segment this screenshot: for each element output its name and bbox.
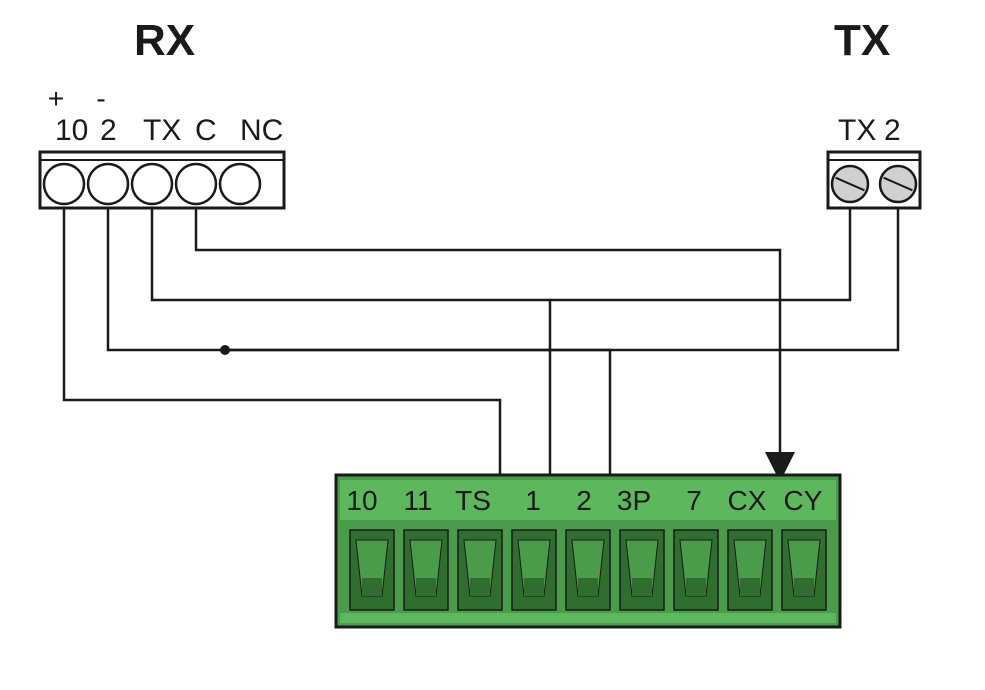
wire-RX.2-junction — [108, 208, 225, 350]
green-pin-label-7: 7 — [686, 485, 702, 516]
green-pin-label-11: 11 — [403, 485, 432, 516]
rx-title: RX — [134, 16, 195, 65]
green-pin-label-TS: TS — [455, 485, 491, 516]
wire-RX.10-GREEN.10 — [64, 208, 500, 475]
green-hole-shadow-5 — [632, 578, 652, 596]
tx-pin-label-2: 2 — [884, 114, 901, 147]
green-terminal-block: 10 11 TS 1 2 3P 7 CX CY — [336, 475, 840, 627]
rx-pin-label-2: 2 — [100, 114, 117, 147]
tx-title: TX — [834, 16, 890, 65]
wire-TX.2-junction-branch — [225, 208, 898, 350]
tx-block: TXTX2 — [828, 16, 920, 208]
green-pin-label-CX: CX — [728, 485, 767, 516]
green-bottom-lip — [340, 613, 836, 623]
wire-TX.TX-GREEN.TS-branch — [550, 208, 850, 300]
rx-pin-label-TX: TX — [143, 114, 181, 147]
green-pin-label-CY: CY — [784, 485, 823, 516]
rx-polarity-0: + — [48, 83, 64, 114]
green-pin-label-2: 2 — [576, 485, 592, 516]
green-hole-shadow-7 — [740, 578, 760, 596]
rx-terminal-hole-1 — [88, 164, 128, 204]
green-hole-shadow-0 — [362, 578, 382, 596]
rx-terminal-hole-2 — [132, 164, 172, 204]
green-hole-shadow-3 — [524, 578, 544, 596]
green-hole-shadow-2 — [470, 578, 490, 596]
wire-RX.TX-GREEN.TS — [152, 208, 550, 475]
wire-junction — [220, 345, 230, 355]
rx-block: RX + -10 2 TX C NC — [40, 16, 284, 208]
rx-pin-label-C: C — [195, 114, 217, 147]
green-hole-shadow-6 — [686, 578, 706, 596]
rx-terminal-hole-3 — [176, 164, 216, 204]
rx-polarity-1: - — [96, 83, 105, 114]
green-hole-shadow-8 — [794, 578, 814, 596]
wires — [64, 208, 898, 475]
green-pin-label-1: 1 — [525, 485, 541, 516]
wire-junction-GREEN.2 — [225, 350, 610, 475]
green-hole-shadow-4 — [578, 578, 598, 596]
rx-pin-label-NC: NC — [240, 114, 283, 147]
green-pin-label-3P: 3P — [617, 485, 651, 516]
green-hole-shadow-1 — [416, 578, 436, 596]
rx-terminal-hole-0 — [44, 164, 84, 204]
rx-terminal-hole-4 — [220, 164, 260, 204]
rx-pin-label-10: 10 — [55, 114, 88, 147]
wire-RX.C-GREEN.CX/arrow — [196, 208, 780, 467]
tx-pin-label-TX: TX — [838, 114, 876, 147]
green-pin-label-10: 10 — [346, 485, 377, 516]
